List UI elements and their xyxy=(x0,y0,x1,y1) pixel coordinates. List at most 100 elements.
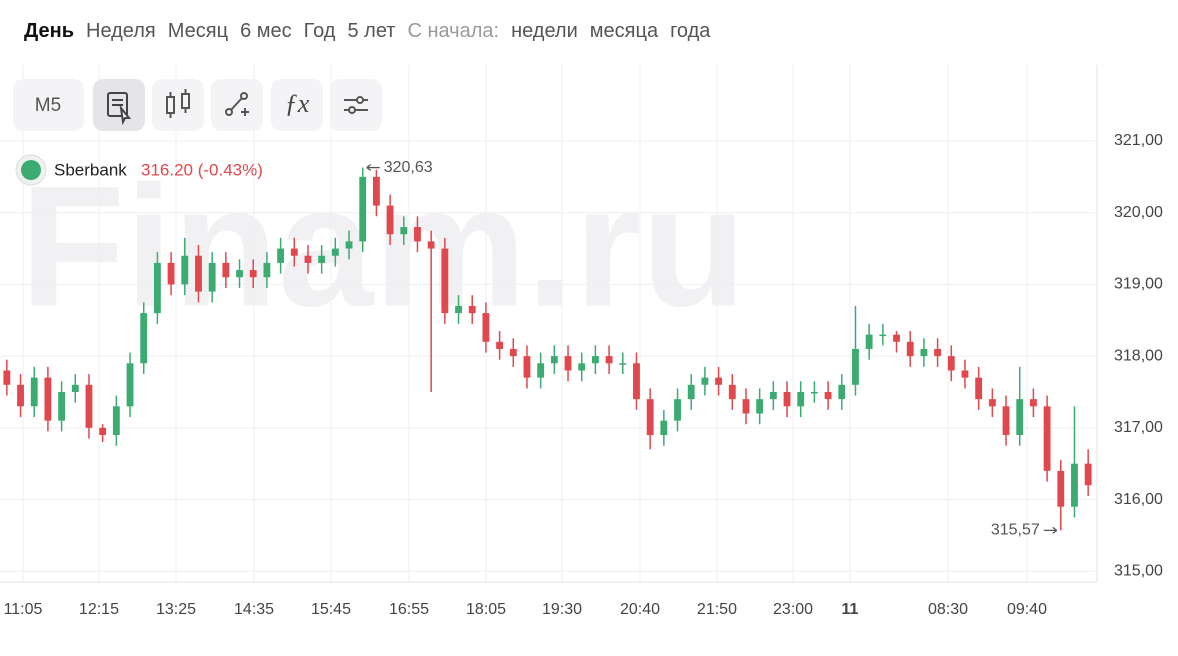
candle-body xyxy=(290,248,298,256)
candle-body xyxy=(852,348,859,385)
candle-body xyxy=(537,363,545,378)
y-tick-label: 321,00 xyxy=(1114,132,1163,149)
candle-body xyxy=(1071,463,1078,507)
candle-body xyxy=(249,270,257,278)
candle-body xyxy=(1029,399,1037,407)
since-tab[interactable]: месяца xyxy=(589,20,659,42)
since-label: С начала: xyxy=(407,20,500,42)
candle-body xyxy=(140,313,148,364)
x-tick-label: 18:05 xyxy=(466,601,506,618)
candle-body xyxy=(1043,406,1051,471)
period-tab[interactable]: Месяц xyxy=(167,20,229,42)
x-tick-label: 14:35 xyxy=(234,601,274,618)
period-tab[interactable]: 6 мес xyxy=(240,20,292,42)
candle-body xyxy=(578,363,586,371)
candle-body xyxy=(58,391,66,421)
min-label: 315,57 xyxy=(991,522,1040,539)
indicators-button[interactable] xyxy=(271,79,323,131)
x-tick-label: 20:40 xyxy=(620,601,660,618)
candle-body xyxy=(674,399,681,421)
candle-body xyxy=(263,262,271,278)
candle-body xyxy=(564,356,572,371)
x-tick-label: 11:05 xyxy=(4,601,43,618)
period-tab[interactable]: День xyxy=(24,20,74,42)
chart-type-button[interactable] xyxy=(152,79,204,131)
min-arrow xyxy=(1043,526,1058,534)
x-tick-label: 19:30 xyxy=(542,601,582,618)
candle-body xyxy=(99,427,107,436)
y-tick-label: 317,00 xyxy=(1114,419,1163,436)
candle-body xyxy=(646,399,654,436)
candle-body xyxy=(331,248,339,256)
candle-body xyxy=(769,391,777,400)
candle-body xyxy=(318,255,326,263)
since-tab[interactable]: года xyxy=(670,20,711,42)
x-tick-label: 23:00 xyxy=(773,601,813,618)
y-tick-label: 319,00 xyxy=(1114,276,1163,293)
period-tab[interactable]: Неделя xyxy=(86,20,156,42)
candle-body xyxy=(797,391,805,407)
candle-body xyxy=(975,377,983,400)
candle-body xyxy=(153,262,161,314)
watermark: Finam.ru xyxy=(20,150,746,342)
x-tick-label: 21:50 xyxy=(697,601,737,618)
candle-body xyxy=(947,356,955,371)
x-tick-label: 09:40 xyxy=(1007,601,1047,618)
candle-body xyxy=(236,270,243,278)
candle-body xyxy=(222,262,230,278)
settings-icon xyxy=(344,96,368,114)
period-tab[interactable]: 5 лет xyxy=(347,20,396,42)
x-tick-label: 15:45 xyxy=(311,601,351,618)
candle-body xyxy=(345,241,353,249)
candle-body xyxy=(304,255,312,263)
candle-body xyxy=(591,356,599,364)
candle-body xyxy=(934,348,942,357)
settings-button[interactable] xyxy=(330,79,382,131)
candle-body xyxy=(810,391,818,394)
candle-body xyxy=(838,384,846,400)
candle-body xyxy=(30,377,38,407)
ticker-logo-mark xyxy=(21,160,41,180)
candle-body xyxy=(414,227,421,242)
interval-button[interactable] xyxy=(13,79,84,131)
candle-body xyxy=(359,176,367,242)
candle-body xyxy=(961,370,969,378)
candle-body xyxy=(633,363,640,400)
x-tick-label: 16:55 xyxy=(389,601,429,618)
candle-body xyxy=(865,334,873,349)
period-tabs: День Неделя Месяц 6 мес Год 5 лет С начала: нед… xyxy=(24,20,722,43)
candle-body xyxy=(126,363,134,407)
y-tick-label: 316,00 xyxy=(1114,491,1163,508)
candle-icon xyxy=(166,89,190,118)
candle-body xyxy=(441,248,449,314)
candle-body xyxy=(3,370,11,385)
candle-body xyxy=(277,248,285,263)
candle-body xyxy=(400,227,408,235)
max-arrow xyxy=(366,164,380,172)
indicators-icon: ƒx xyxy=(285,89,310,118)
candle-body xyxy=(619,363,627,365)
candle-body xyxy=(756,399,764,414)
candle-body xyxy=(1002,406,1010,436)
candle-body xyxy=(427,241,435,249)
candle-body xyxy=(17,384,24,407)
x-tick-label: 08:30 xyxy=(928,601,968,618)
since-tab[interactable]: недели xyxy=(511,20,578,42)
candle-body xyxy=(824,391,832,400)
candle-body xyxy=(988,399,996,407)
candle-body xyxy=(386,205,394,235)
candle-body xyxy=(701,377,709,385)
draw-button[interactable] xyxy=(211,79,263,131)
candle-body xyxy=(1084,463,1092,486)
candle-body xyxy=(920,348,928,357)
x-tick-label: 13:25 xyxy=(156,601,196,618)
candle-body xyxy=(523,356,531,378)
draw-icon xyxy=(225,92,249,116)
candle-body xyxy=(496,341,504,349)
candle-body xyxy=(468,305,476,314)
candle-body xyxy=(195,255,202,292)
max-label: 320,63 xyxy=(384,159,433,176)
period-tab[interactable]: Год xyxy=(303,20,336,42)
